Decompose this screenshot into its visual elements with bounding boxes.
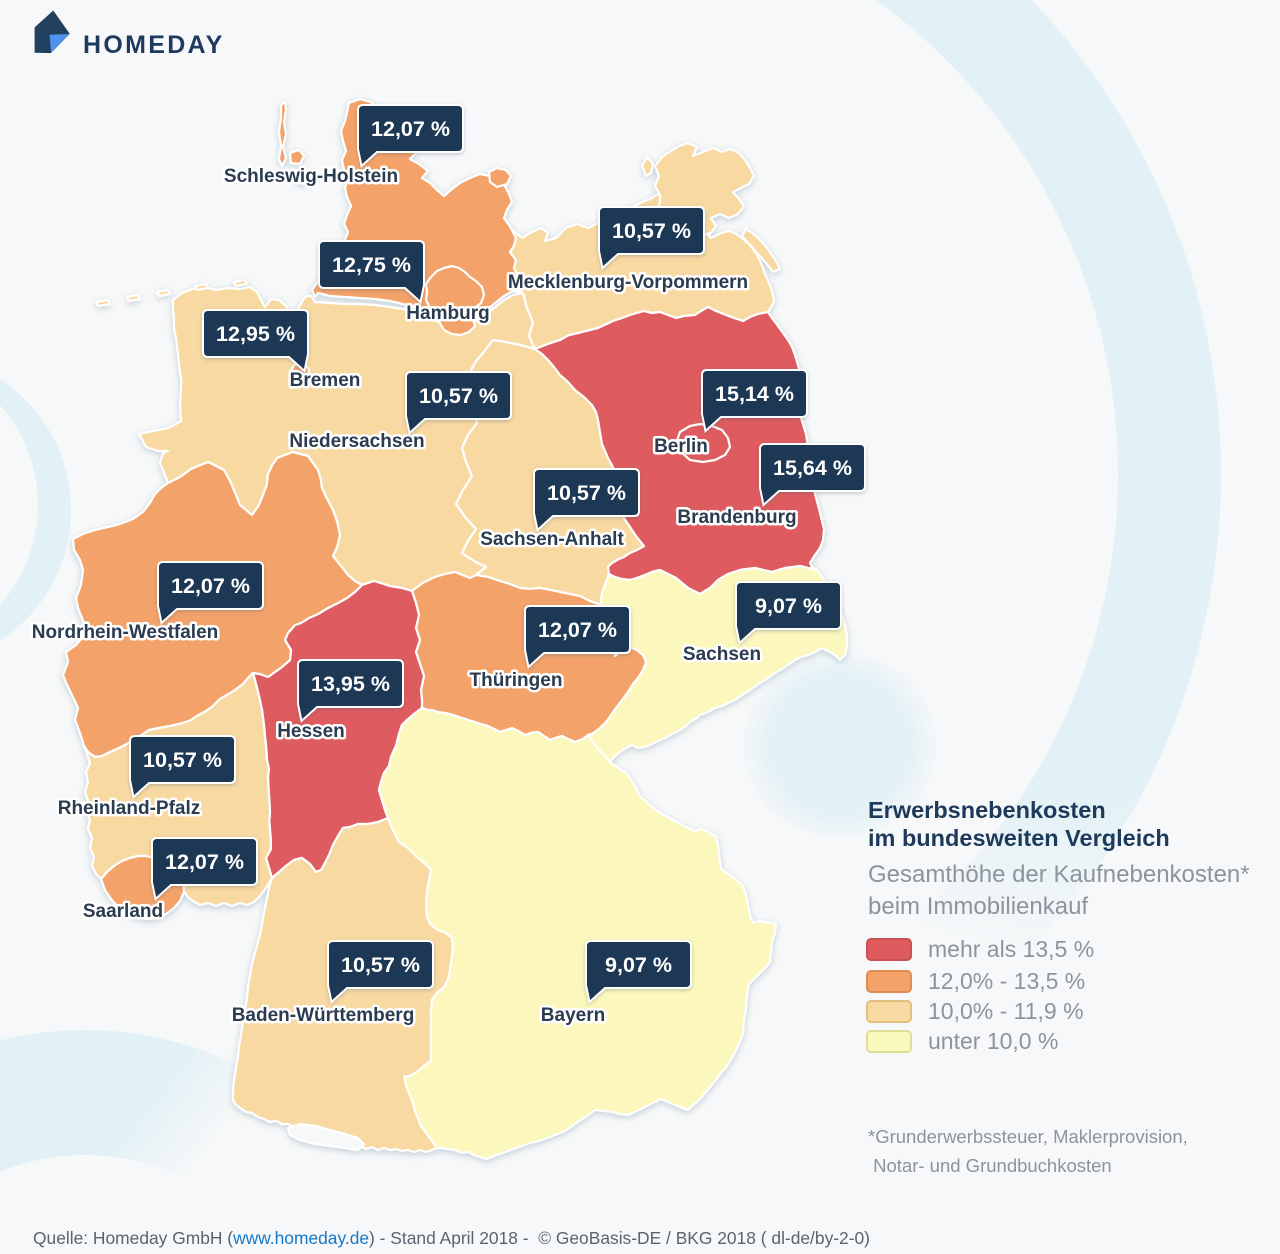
- svg-text:Mecklenburg-Vorpommern: Mecklenburg-Vorpommern: [508, 272, 748, 293]
- svg-text:Bayern: Bayern: [541, 1005, 605, 1026]
- svg-text:Bremen: Bremen: [290, 370, 361, 391]
- svg-text:15,64 %: 15,64 %: [773, 456, 852, 480]
- svg-text:Thüringen: Thüringen: [470, 670, 563, 691]
- svg-text:12,07 %: 12,07 %: [165, 850, 244, 874]
- svg-text:10,57 %: 10,57 %: [341, 953, 420, 977]
- svg-text:12,07 %: 12,07 %: [171, 574, 250, 598]
- svg-text:10,57 %: 10,57 %: [143, 748, 222, 772]
- svg-text:Nordrhein-Westfalen: Nordrhein-Westfalen: [32, 622, 219, 643]
- svg-text:Niedersachsen: Niedersachsen: [289, 431, 424, 452]
- svg-text:Hessen: Hessen: [277, 721, 345, 742]
- svg-text:Rheinland-Pfalz: Rheinland-Pfalz: [58, 798, 201, 819]
- svg-text:9,07 %: 9,07 %: [755, 594, 822, 618]
- svg-text:12,07 %: 12,07 %: [538, 618, 617, 642]
- svg-text:10,57 %: 10,57 %: [612, 219, 691, 243]
- svg-text:Brandenburg: Brandenburg: [677, 507, 796, 528]
- svg-text:10,57 %: 10,57 %: [419, 384, 498, 408]
- svg-text:9,07 %: 9,07 %: [605, 953, 672, 977]
- svg-text:Sachsen: Sachsen: [683, 644, 761, 665]
- svg-text:Hamburg: Hamburg: [406, 303, 489, 324]
- svg-text:12,95 %: 12,95 %: [216, 322, 295, 346]
- svg-text:13,95 %: 13,95 %: [311, 672, 390, 696]
- svg-text:12,07 %: 12,07 %: [371, 117, 450, 141]
- svg-text:10,57 %: 10,57 %: [547, 481, 626, 505]
- svg-text:15,14 %: 15,14 %: [715, 382, 794, 406]
- svg-text:Sachsen-Anhalt: Sachsen-Anhalt: [480, 529, 624, 550]
- svg-text:Schleswig-Holstein: Schleswig-Holstein: [224, 166, 398, 187]
- svg-text:Berlin: Berlin: [654, 436, 708, 457]
- svg-text:Saarland: Saarland: [83, 901, 163, 922]
- svg-text:Baden-Württemberg: Baden-Württemberg: [232, 1005, 415, 1026]
- svg-text:12,75 %: 12,75 %: [332, 253, 411, 277]
